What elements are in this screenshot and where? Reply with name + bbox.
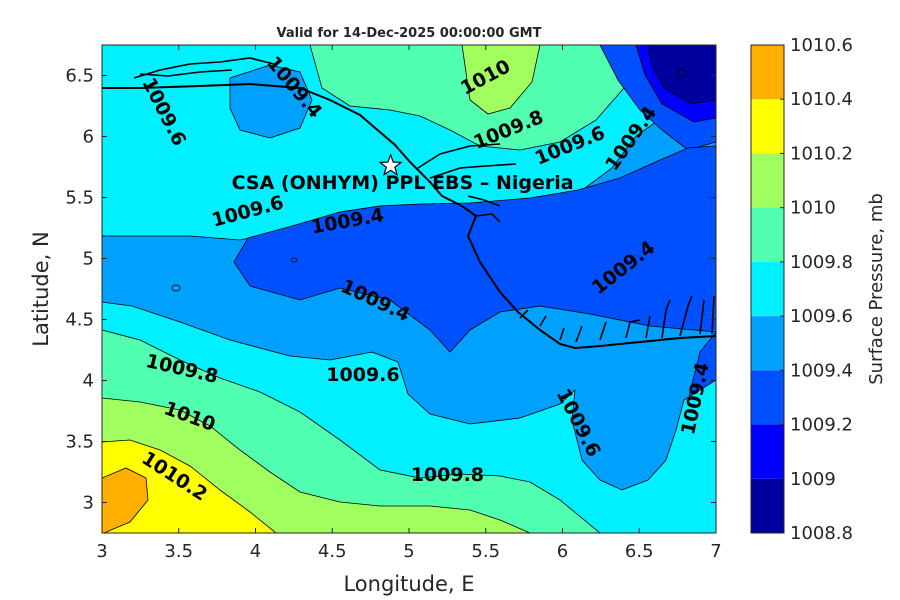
small-contour-1 (171, 284, 181, 292)
y-tick-label: 5 (83, 249, 94, 270)
colorbar-tick-label: 1009.4 (790, 360, 853, 381)
region-1010.4-southwest (102, 467, 149, 533)
colorbar-swatch (751, 99, 784, 154)
station-star-icon (378, 153, 403, 177)
x-tick-label: 5.5 (471, 541, 500, 562)
contour-map: 1009.6 1009.4 10101009.81009.61009.41009.6… (102, 45, 716, 533)
y-tick-label: 4 (83, 371, 94, 392)
small-contour-3 (676, 68, 688, 78)
chart-title: Valid for 14-Dec-2025 00:00:00 GMT (277, 26, 542, 41)
y-tick-label: 4.5 (65, 310, 94, 331)
colorbar-tick-label: 1010 (790, 198, 836, 219)
colorbar-tick-label: 1009.8 (790, 252, 853, 273)
colorbar-tick-label: 1010.6 (790, 35, 853, 56)
y-tick-label: 6 (83, 127, 94, 148)
station-label: CSA (ONHYM) PPL EBS – Nigeria (232, 172, 574, 194)
x-tick-label: 3 (96, 541, 107, 562)
contour-label: 1009.8 (411, 464, 484, 486)
x-tick-label: 3.5 (164, 541, 193, 562)
colorbar-swatch (751, 478, 784, 533)
colorbar-tick-label: 1010.2 (790, 143, 853, 164)
contour-label: 1009.6 (326, 364, 399, 386)
y-axis: 3 3.5 4 4.5 5 5.5 6 6.5 (65, 66, 716, 514)
colorbar-swatch (751, 424, 784, 479)
region-1010-north (461, 45, 541, 115)
colorbar-swatch (751, 45, 784, 100)
y-axis-label: Latitude, N (29, 231, 53, 347)
colorbar-tick-label: 1009.6 (790, 306, 853, 327)
colorbar-tick-label: 1010.4 (790, 89, 853, 110)
region-1010.2-southwest (102, 439, 277, 533)
x-tick-label: 7 (710, 541, 721, 562)
creeks-east (519, 295, 715, 343)
colorbar-frame (750, 44, 785, 534)
colorbar-label: Surface Pressure, mb (866, 193, 887, 385)
colorbar-swatch (751, 370, 784, 425)
y-tick-label: 6.5 (65, 66, 94, 87)
small-contour-2 (290, 257, 298, 263)
colorbar-tick-label: 1008.8 (790, 523, 853, 544)
colorbar-swatch (751, 153, 784, 208)
x-axis-label: Longitude, E (343, 572, 474, 596)
y-tick-label: 3 (83, 493, 94, 514)
y-tick-label: 5.5 (65, 188, 94, 209)
coastline (102, 82, 716, 350)
river-delta (133, 57, 517, 223)
x-tick-label: 6.5 (625, 541, 654, 562)
x-axis: 3 3.5 4 4.5 5 5.5 6 6.5 7 (96, 45, 722, 562)
y-tick-label: 3.5 (65, 432, 94, 453)
colorbar: 1008.8 1009 1009.2 1009.4 1009.6 1009.8 1010 10… (750, 35, 853, 544)
x-tick-label: 4 (250, 541, 261, 562)
colorbar-tick-label: 1009 (790, 469, 836, 490)
x-tick-label: 6 (557, 541, 568, 562)
x-tick-label: 4.5 (318, 541, 347, 562)
colorbar-swatch (751, 261, 784, 317)
region-1008.8-northeast (647, 45, 716, 105)
colorbar-swatch (751, 316, 784, 371)
colorbar-tick-label: 1009.2 (790, 415, 853, 436)
x-tick-label: 5 (403, 541, 414, 562)
colorbar-swatch (751, 207, 784, 262)
